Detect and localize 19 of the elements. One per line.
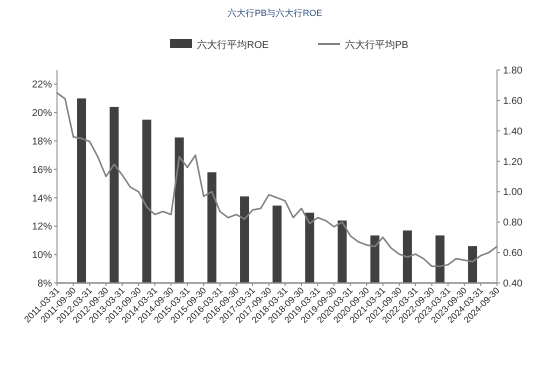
y2-tick-label: 1.40 <box>503 126 523 138</box>
y-tick-label: 20% <box>32 108 52 120</box>
y2-tick-label: 1.20 <box>503 156 523 168</box>
y-tick-label: 8% <box>38 278 52 290</box>
y2-tick-label: 0.40 <box>503 278 523 290</box>
y-tick-label: 16% <box>32 164 52 176</box>
y2-tick-label: 0.60 <box>503 248 523 260</box>
y-tick-label: 18% <box>32 136 52 148</box>
y-tick-label: 10% <box>32 250 52 262</box>
y-tick-label: 14% <box>32 193 52 204</box>
y2-tick-label: 1.80 <box>503 66 523 76</box>
y2-tick-label: 1.00 <box>503 187 523 198</box>
y2-tick-label: 1.60 <box>503 96 523 107</box>
y2-tick-label: 0.80 <box>503 218 523 229</box>
y-tick-label: 22% <box>32 80 52 91</box>
y-tick-label: 12% <box>32 222 52 233</box>
legend-label: 六大行平均PB <box>345 39 409 51</box>
legend-label: 六大行平均ROE <box>197 39 269 51</box>
chart-title: 六大行PB与六大行ROE <box>228 8 322 18</box>
